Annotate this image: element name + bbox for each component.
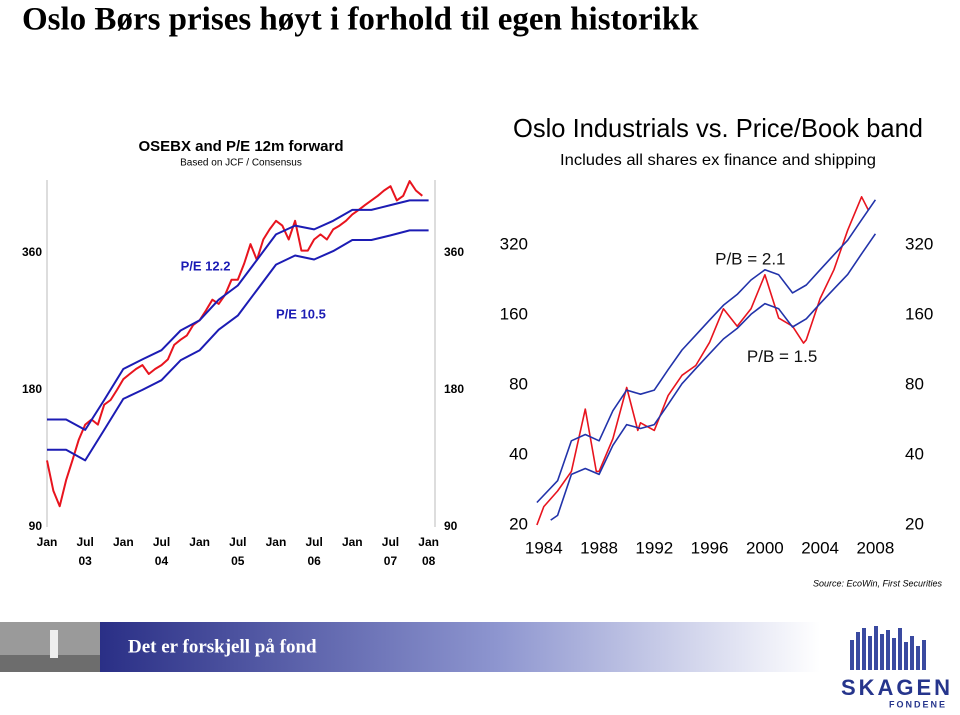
x-tick-year: 07 bbox=[384, 554, 398, 568]
x-tick-label: 2008 bbox=[856, 538, 894, 557]
series-line bbox=[47, 199, 429, 431]
logo-sub: FONDENE bbox=[889, 699, 947, 709]
x-tick-label: 1992 bbox=[635, 538, 673, 557]
x-tick-label: 2000 bbox=[746, 538, 784, 557]
x-tick-label: Jan bbox=[113, 535, 134, 549]
slogan: Det er forskjell på fond bbox=[128, 636, 317, 657]
y-tick-label: 90 bbox=[29, 519, 43, 533]
series-line bbox=[536, 196, 870, 526]
x-tick-label: Jul bbox=[229, 535, 246, 549]
x-tick-year: 06 bbox=[307, 554, 321, 568]
x-tick-label: Jan bbox=[266, 535, 287, 549]
x-tick-label: Jul bbox=[305, 535, 322, 549]
x-tick-label: 1988 bbox=[580, 538, 618, 557]
y-tick-label: 360 bbox=[22, 245, 42, 259]
y-tick-label: 80 bbox=[509, 374, 528, 393]
y-tick-label: 160 bbox=[905, 304, 933, 323]
x-tick-label: Jan bbox=[37, 535, 58, 549]
x-tick-label: 2004 bbox=[801, 538, 839, 557]
x-tick-label: Jul bbox=[76, 535, 93, 549]
x-tick-year: 04 bbox=[155, 554, 169, 568]
chart-title: OSEBX and P/E 12m forward bbox=[138, 138, 343, 155]
y-tick-label: 180 bbox=[22, 382, 42, 396]
annotation: P/E 12.2 bbox=[181, 258, 231, 273]
source: Source: EcoWin, First Securities bbox=[813, 578, 942, 588]
y-tick-label: 40 bbox=[509, 444, 528, 463]
chart-subtitle: Based on JCF / Consensus bbox=[180, 158, 302, 169]
x-tick-label: Jul bbox=[382, 535, 399, 549]
y-tick-label: 20 bbox=[905, 514, 924, 533]
y-tick-label: 80 bbox=[905, 374, 924, 393]
y-tick-label: 90 bbox=[444, 519, 458, 533]
series-line bbox=[536, 199, 877, 504]
x-tick-label: Jan bbox=[342, 535, 363, 549]
logo: SKAGEN bbox=[841, 675, 953, 700]
series-line bbox=[550, 233, 877, 521]
x-tick-label: Jul bbox=[153, 535, 170, 549]
x-tick-label: Jan bbox=[418, 535, 439, 549]
x-tick-label: 1996 bbox=[691, 538, 729, 557]
y-tick-label: 160 bbox=[500, 304, 528, 323]
annotation: P/B = 1.5 bbox=[747, 347, 817, 366]
chart-title: Oslo Industrials vs. Price/Book band bbox=[513, 113, 923, 143]
chart-subtitle: Includes all shares ex finance and shipp… bbox=[560, 152, 876, 169]
y-tick-label: 180 bbox=[444, 382, 464, 396]
photo-rocks bbox=[0, 655, 100, 672]
annotation: P/E 10.5 bbox=[276, 306, 326, 321]
page-title: Oslo Børs prises høyt i forhold til egen… bbox=[22, 2, 699, 38]
x-tick-label: 1984 bbox=[525, 538, 563, 557]
x-tick-label: Jan bbox=[189, 535, 210, 549]
footer-band bbox=[100, 622, 820, 672]
y-tick-label: 360 bbox=[444, 245, 464, 259]
x-tick-year: 05 bbox=[231, 554, 245, 568]
x-tick-year: 08 bbox=[422, 554, 436, 568]
y-tick-label: 320 bbox=[500, 234, 528, 253]
y-tick-label: 320 bbox=[905, 234, 933, 253]
series-line bbox=[46, 180, 423, 508]
series-line bbox=[47, 229, 429, 462]
y-tick-label: 40 bbox=[905, 444, 924, 463]
footer: Det er forskjell på fond SKAGEN FONDENE bbox=[0, 622, 953, 709]
logo-icon bbox=[850, 626, 926, 670]
x-tick-year: 03 bbox=[78, 554, 92, 568]
annotation: P/B = 2.1 bbox=[715, 250, 785, 269]
lighthouse bbox=[50, 630, 58, 658]
y-tick-label: 20 bbox=[509, 514, 528, 533]
